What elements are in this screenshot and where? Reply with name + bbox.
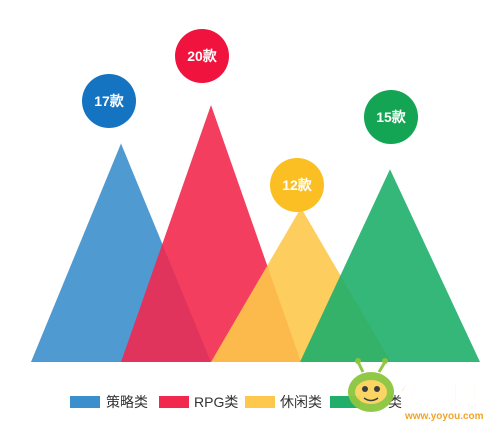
data-label: 17款 xyxy=(94,93,125,109)
value-bubble xyxy=(175,29,229,83)
watermark-mascot-icon xyxy=(348,358,394,412)
watermark: 优游网 www.yoyou.com xyxy=(348,358,484,422)
value-bubble xyxy=(270,158,324,212)
value-bubble xyxy=(82,74,136,128)
triangle-mark xyxy=(300,169,480,362)
legend-swatch xyxy=(245,396,275,408)
watermark-url: www.yoyou.com xyxy=(404,411,484,422)
legend-label: 休闲类 xyxy=(280,394,322,410)
legend-swatch xyxy=(159,396,189,408)
value-bubble xyxy=(364,90,418,144)
data-label: 20款 xyxy=(187,48,218,64)
legend-swatch xyxy=(70,396,100,408)
legend-label: RPG类 xyxy=(194,394,238,410)
data-label: 15款 xyxy=(376,109,407,125)
watermark-brand: 优游网 xyxy=(400,378,478,408)
legend-label: 策略类 xyxy=(106,394,148,410)
data-label: 12款 xyxy=(282,177,313,193)
